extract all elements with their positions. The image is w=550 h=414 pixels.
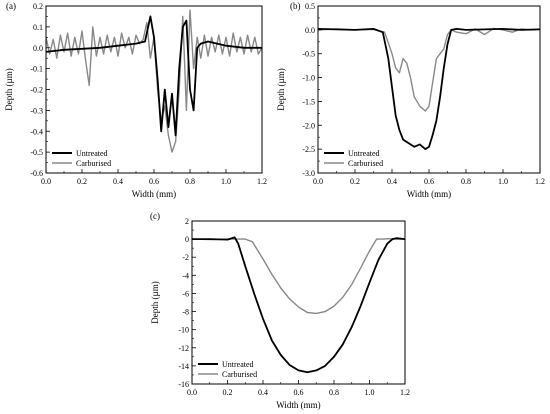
series-line-untreated [192,236,406,374]
x-tick-label: 0.4 [387,177,397,186]
x-tick-label: 0.4 [258,388,268,397]
x-tick-label: 0.8 [329,388,339,397]
y-tick-label: -0.1 [30,65,43,74]
y-tick-label: -2.0 [302,121,315,130]
x-tick-label: 0.4 [113,177,123,186]
x-tick-label: 0.8 [185,177,195,186]
x-tick-label: 1.0 [221,177,231,186]
series-line-untreated [317,28,541,150]
y-axis-label: Depth (µm) [4,68,14,110]
y-tick-label: -12 [178,344,189,353]
y-tick-label: 0.0 [33,44,43,53]
chart-panel-a: (a) 0.0 0.2 0.4 0.6 0.8 1.0 1.2 0.2 0.1 0.0 -0.1 -0.… [4,1,267,199]
chart-panel-b: (b) 0.0 0.2 0.4 0.6 0.8 1.0 1.2 0.5 0.0 -0.5 -1.0 -1… [276,1,545,199]
x-tick-label: 1.0 [365,388,375,397]
series-line-carburised [317,27,541,112]
y-tick-label: -1.5 [302,97,315,106]
y-tick-label: -16 [178,380,189,389]
panel-label: (a) [6,1,16,11]
y-axis-label: Depth (µm) [276,68,286,110]
y-tick-label: -0.5 [302,50,315,59]
x-axis-label: Width (mm) [132,189,176,199]
y-tick-label: 0.2 [33,2,43,11]
x-tick-label: 0.2 [77,177,87,186]
legend-label-carburised: Carburised [348,159,383,168]
y-tick-label: -0.2 [30,86,43,95]
series-line-carburised [191,238,405,315]
legend-label-untreated: Untreated [348,149,380,158]
plot-frame [45,5,263,174]
y-tick-label: -0.5 [30,148,43,157]
y-tick-label: -14 [178,362,189,371]
y-tick-label: -0.6 [30,169,43,178]
legend-label-carburised: Carburised [76,159,111,168]
y-tick-label: -2.5 [302,145,315,154]
x-tick-label: 0.2 [223,388,233,397]
x-tick-label: 0.6 [424,177,434,186]
y-tick-label: -0.3 [30,106,43,115]
y-tick-label: -2 [182,253,189,262]
y-tick-label: 0.1 [33,23,43,32]
x-tick-label: 1.2 [257,177,267,186]
y-tick-label: -4 [182,271,189,280]
y-tick-label: 0.5 [305,2,315,11]
x-tick-label: 1.2 [535,177,545,186]
x-tick-label: 0.8 [461,177,471,186]
y-tick-label: 0 [185,235,189,244]
x-tick-label: 1.2 [400,388,410,397]
x-tick-label: 0.6 [149,177,159,186]
y-axis-label: Depth (µm) [150,281,160,323]
series-line-carburised [45,9,263,153]
y-tick-label: -1.0 [302,74,315,83]
y-tick-label: 2 [185,217,189,226]
y-tick-label: -10 [178,326,189,335]
x-tick-label: 0.0 [187,388,197,397]
panel-label: (b) [290,1,301,11]
y-tick-label: -0.4 [30,127,43,136]
y-tick-label: -8 [182,308,189,317]
chart-panel-c: (c) 0.0 0.2 0.4 0.6 0.8 1.0 1.2 2 0 -2 -4 -6 -8 -10 -12… [150,211,410,410]
series-line-untreated [45,15,262,137]
x-tick-label: 0.0 [41,177,51,186]
x-axis-label: Width (mm) [407,189,451,199]
y-tick-label: -6 [182,289,189,298]
legend-label-untreated: Untreated [222,360,254,369]
x-tick-label: 1.0 [498,177,508,186]
x-tick-label: 0.6 [294,388,304,397]
x-tick-label: 0.2 [350,177,360,186]
x-axis-label: Width (mm) [276,400,320,410]
legend-label-carburised: Carburised [222,370,257,379]
x-tick-label: 0.0 [313,177,323,186]
y-tick-label: 0.0 [305,26,315,35]
y-tick-label: -3.0 [302,169,315,178]
panel-label: (c) [150,211,160,221]
legend-label-untreated: Untreated [76,149,108,158]
